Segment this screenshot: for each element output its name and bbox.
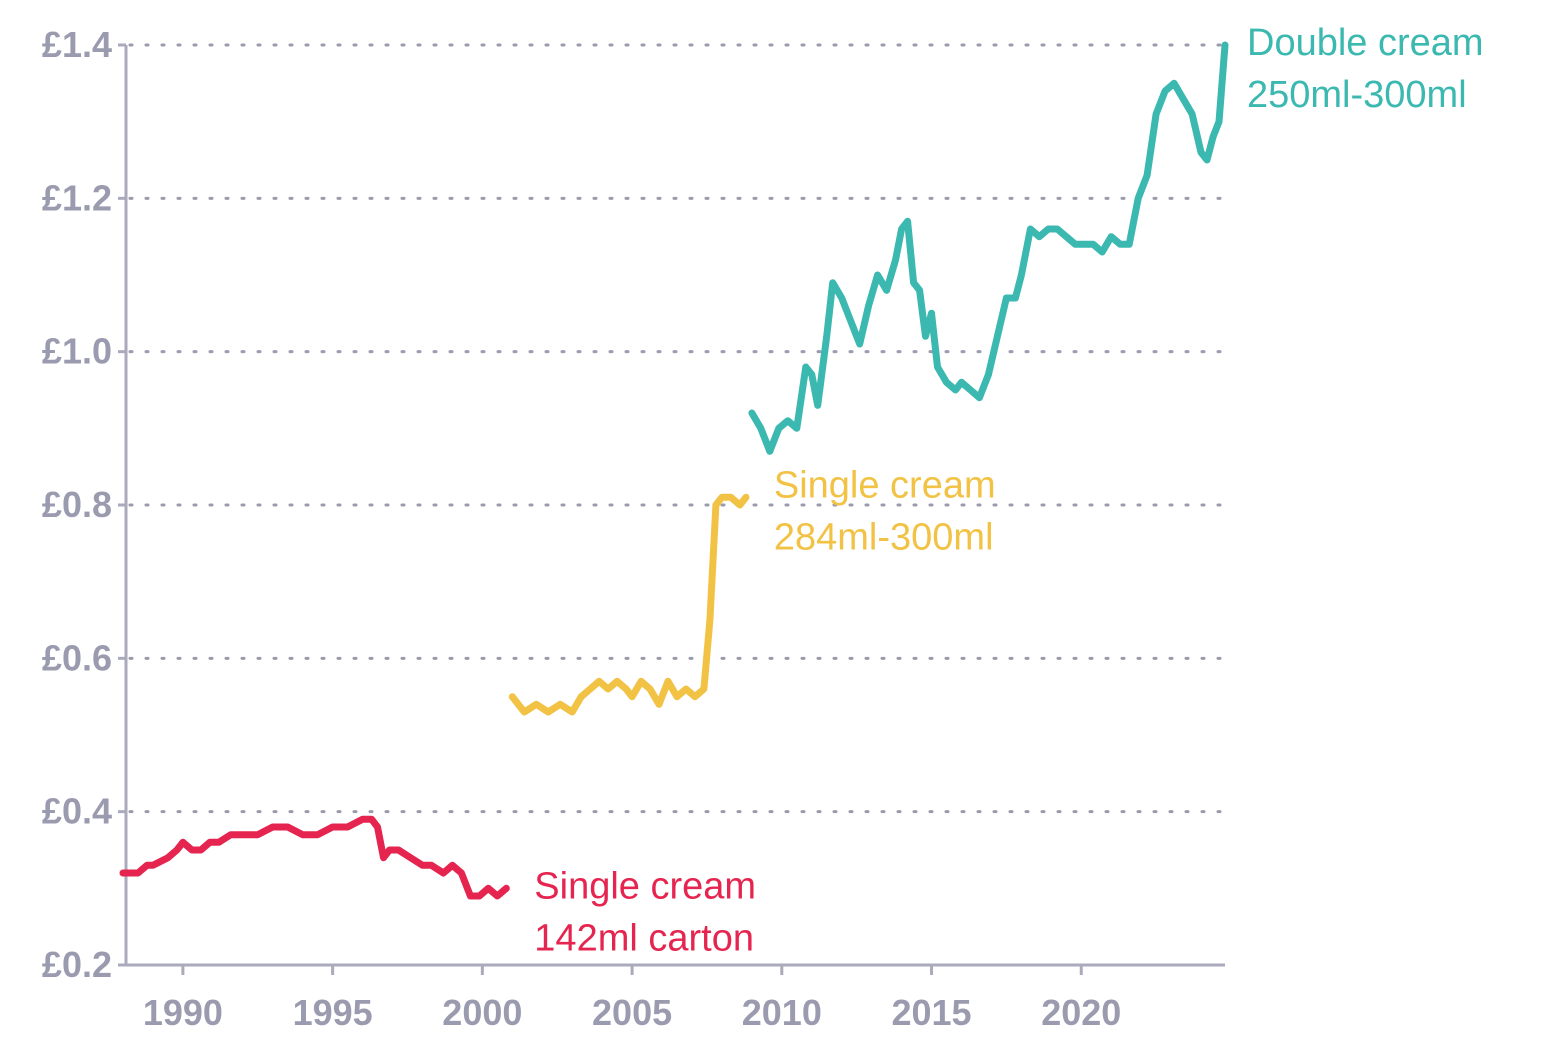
x-tick-label: 1990 (143, 992, 223, 1033)
y-axis-ticks: £0.2 £0.4 £0.6 £0.8 £1.0 £1.2 £1.4 (42, 24, 126, 985)
y-tick-label: £0.6 (42, 637, 112, 678)
y-tick-label: £1.0 (42, 331, 112, 372)
x-tick-label: 2020 (1041, 992, 1121, 1033)
y-tick-label: £0.8 (42, 484, 112, 525)
x-tick-label: 2015 (891, 992, 971, 1033)
series-line (508, 493, 750, 716)
x-tick-label: 2000 (442, 992, 522, 1033)
x-tick-label: 2005 (592, 992, 672, 1033)
series-label: 142ml carton (534, 917, 754, 959)
series-line (748, 41, 1229, 455)
series-labels: Single cream 142ml carton Single cream 284m… (534, 22, 1483, 959)
x-axis-ticks: 1990 1995 2000 2005 2010 2015 2020 (143, 965, 1121, 1033)
series-label: Double cream (1247, 22, 1484, 64)
gridlines (128, 43, 1227, 814)
series-label: Single cream (774, 464, 996, 506)
x-tick-label: 1995 (293, 992, 373, 1033)
series-label: Single cream (534, 865, 756, 907)
x-tick-label: 2010 (742, 992, 822, 1033)
series-label: 284ml-300ml (774, 516, 994, 558)
series-lines (119, 41, 1229, 900)
series-line (119, 815, 510, 900)
y-tick-label: £1.4 (42, 24, 112, 65)
y-tick-label: £0.4 (42, 791, 112, 832)
series-label: 250ml-300ml (1247, 74, 1467, 116)
y-tick-label: £1.2 (42, 177, 112, 218)
y-tick-label: £0.2 (42, 944, 112, 985)
